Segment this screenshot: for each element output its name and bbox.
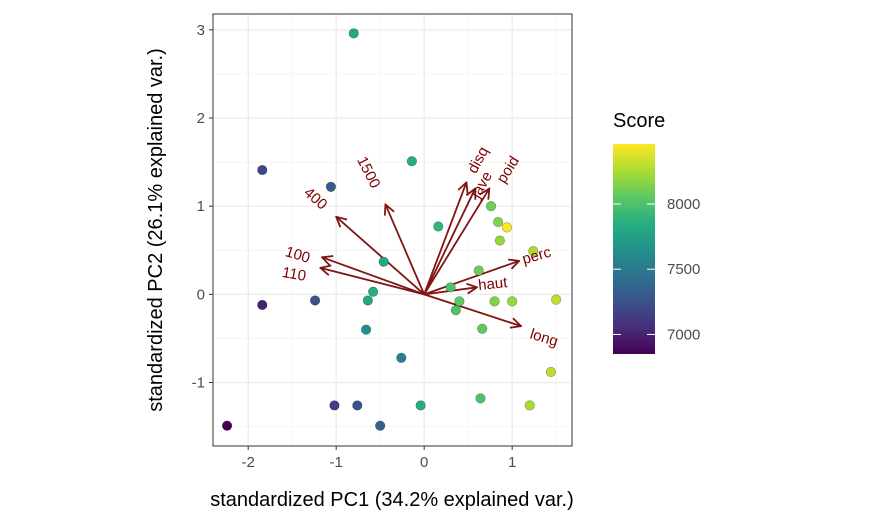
loading-arrows — [320, 182, 521, 326]
y-tick-label: 2 — [197, 110, 205, 127]
loading-arrow — [322, 257, 425, 296]
arrow-label: perc — [520, 244, 553, 269]
data-point — [368, 286, 379, 297]
x-axis-title: standardized PC1 (34.2% explained var.) — [210, 489, 574, 511]
legend-tick-label: 7000 — [667, 326, 700, 343]
y-tick-label: 3 — [197, 22, 205, 39]
arrow-label: 1500 — [353, 154, 383, 191]
major-gridlines — [213, 14, 572, 446]
x-tick-label: 1 — [508, 454, 516, 471]
data-point — [415, 400, 426, 411]
data-point — [362, 295, 373, 306]
data-point — [325, 181, 337, 192]
data-point — [477, 323, 488, 334]
data-point — [454, 296, 465, 307]
data-point — [309, 295, 321, 306]
data-point — [257, 164, 268, 176]
arrow-label: long — [528, 326, 560, 351]
data-point — [551, 294, 562, 305]
data-point — [485, 201, 497, 212]
legend-tick-label: 8000 — [667, 196, 700, 213]
data-point — [375, 420, 386, 431]
data-point — [528, 246, 539, 257]
y-tick-label: 1 — [197, 198, 205, 215]
legend-ticks: 7000 7500 8000 — [613, 196, 700, 343]
data-point — [524, 400, 535, 411]
data-point — [406, 156, 417, 167]
loading-arrow — [320, 268, 425, 296]
x-tick-label: -1 — [330, 454, 343, 471]
y-tick-label: -1 — [192, 375, 205, 392]
panel-border — [212, 13, 573, 447]
data-point — [257, 299, 268, 311]
loading-arrow — [385, 204, 426, 295]
data-point — [489, 296, 500, 307]
arrow-label: 400 — [300, 184, 330, 213]
data-point — [473, 265, 484, 276]
arrow-label: haut — [477, 274, 509, 294]
loading-arrow — [423, 189, 475, 295]
y-axis-title: standardized PC2 (26.1% explained var.) — [145, 48, 167, 412]
data-point — [221, 420, 233, 431]
data-point — [433, 221, 444, 232]
data-point — [492, 216, 504, 228]
data-point — [507, 296, 518, 307]
loading-arrow — [423, 182, 466, 295]
y-tick-label: 0 — [197, 286, 205, 303]
data-point — [329, 400, 340, 411]
data-point — [352, 400, 363, 411]
data-point — [501, 222, 512, 233]
loading-arrow — [423, 261, 519, 296]
data-point — [361, 324, 372, 335]
minor-gridlines — [213, 14, 572, 446]
arrow-label: 110 — [281, 264, 308, 285]
legend-title: Score — [613, 110, 665, 132]
arrow-label: 100 — [283, 243, 312, 267]
loading-arrow — [336, 217, 425, 296]
data-point — [475, 393, 486, 404]
axis-ticks: -2 -1 0 1 -1 0 1 2 3 — [192, 22, 517, 471]
data-point — [450, 305, 461, 316]
data-point — [378, 256, 389, 267]
data-point — [348, 28, 359, 39]
data-point — [445, 282, 456, 293]
legend-tick-label: 7500 — [667, 261, 700, 278]
loading-arrow — [423, 189, 489, 295]
arrow-label: poid — [493, 153, 522, 186]
x-tick-label: -2 — [242, 454, 255, 471]
loading-arrow — [423, 293, 521, 326]
data-point — [494, 235, 505, 246]
x-tick-label: 0 — [420, 454, 428, 471]
data-point — [396, 352, 407, 363]
legend-colorbar — [613, 144, 655, 354]
color-legend: Score 7000 7500 8000 — [613, 110, 700, 354]
data-points — [221, 28, 562, 431]
data-point — [545, 366, 556, 378]
